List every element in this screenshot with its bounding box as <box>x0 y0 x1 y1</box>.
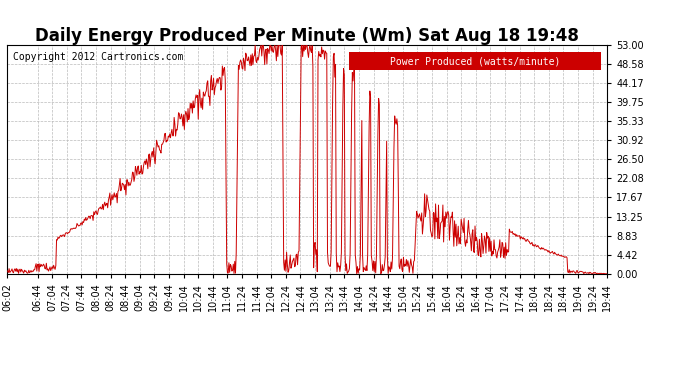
Text: Copyright 2012 Cartronics.com: Copyright 2012 Cartronics.com <box>13 52 184 62</box>
Title: Daily Energy Produced Per Minute (Wm) Sat Aug 18 19:48: Daily Energy Produced Per Minute (Wm) Sa… <box>35 27 579 45</box>
